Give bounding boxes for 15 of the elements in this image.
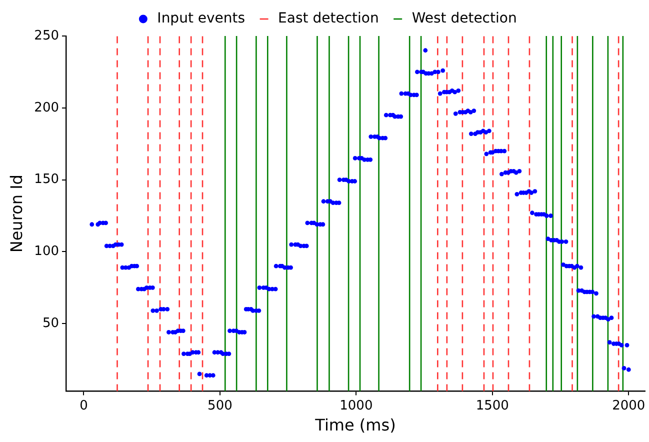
x-tick-label: 1000	[340, 398, 373, 414]
y-axis-title: Neuron Id	[6, 174, 26, 253]
y-tick-label: 200	[34, 100, 60, 116]
x-tick-label: 1500	[476, 398, 509, 414]
x-tick-label: 500	[208, 398, 232, 414]
legend-label: East detection	[278, 10, 379, 27]
y-tick-label: 150	[34, 172, 60, 188]
y-tick-label: 250	[34, 28, 60, 44]
y-tick-label: 50	[42, 316, 60, 331]
legend-label: Input events	[157, 10, 246, 27]
x-axis-title: Time (ms)	[314, 416, 396, 435]
y-tick-label: 100	[34, 244, 60, 260]
x-tick-label: 0	[80, 398, 88, 414]
x-tick-label: 2000	[612, 398, 646, 414]
legend-label: West detection	[412, 10, 517, 27]
